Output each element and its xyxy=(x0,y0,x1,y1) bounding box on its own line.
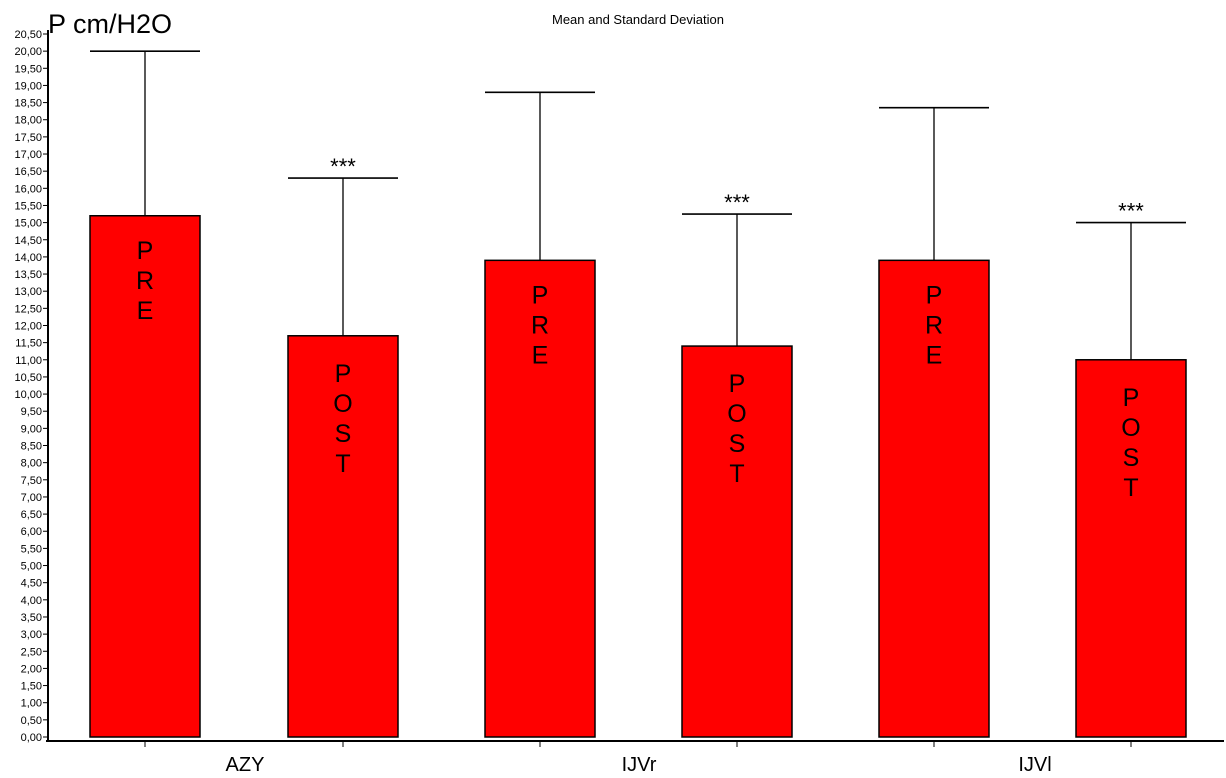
y-tick-label: 10,50 xyxy=(14,372,42,384)
bar-ijvl-post xyxy=(1075,359,1187,738)
bar-ijvr-pre xyxy=(484,259,596,738)
bar-label-letter: P xyxy=(926,281,943,309)
y-tick-label: 4,50 xyxy=(21,578,42,590)
y-tick-label: 19,50 xyxy=(14,63,42,75)
x-category-label: IJVr xyxy=(622,754,657,776)
y-tick-label: 15,00 xyxy=(14,218,42,230)
y-tick-label: 6,50 xyxy=(21,509,42,521)
bar-label-letter: O xyxy=(333,390,352,418)
bar-label-letter: S xyxy=(729,430,746,458)
bar-label-letter: S xyxy=(335,420,352,448)
y-tick-label: 9,50 xyxy=(21,406,42,418)
y-tick-label: 3,00 xyxy=(21,629,42,641)
y-tick-label: 6,00 xyxy=(21,526,42,538)
x-axis-labels: AZY IJVr IJVl xyxy=(144,741,1132,776)
y-tick-label: 17,50 xyxy=(14,132,42,144)
bar-label-letter: R xyxy=(136,267,154,295)
bar-label-letter: P xyxy=(137,237,154,265)
y-tick-label: 2,50 xyxy=(21,646,42,658)
bar-azy-post xyxy=(287,335,399,738)
y-axis-title: P cm/H2O xyxy=(48,9,172,39)
y-tick-label: 7,00 xyxy=(21,492,42,504)
y-tick-label: 11,50 xyxy=(15,338,42,350)
bar-ijvl-pre xyxy=(878,259,990,738)
y-tick-label: 19,00 xyxy=(14,80,42,92)
y-tick-label: 3,50 xyxy=(21,612,42,624)
bar-label-letter: E xyxy=(532,341,549,369)
y-tick-label: 11,00 xyxy=(15,355,42,367)
y-tick-label: 10,00 xyxy=(14,389,42,401)
y-tick-label: 18,50 xyxy=(14,98,42,110)
bar-label-letter: R xyxy=(531,311,549,339)
y-tick-label: 8,50 xyxy=(21,441,42,453)
y-tick-label: 4,00 xyxy=(21,595,42,607)
y-tick-label: 16,50 xyxy=(14,166,42,178)
x-category-label: IJVl xyxy=(1018,754,1051,776)
bar-label-letter: S xyxy=(1123,444,1140,472)
chart-title: Mean and Standard Deviation xyxy=(552,12,724,27)
bar-azy-pre xyxy=(89,215,201,738)
y-tick-label: 17,00 xyxy=(14,149,42,161)
bar-label-letter: P xyxy=(729,370,746,398)
y-tick-label: 14,00 xyxy=(14,252,42,264)
bar-label-letter: T xyxy=(729,460,744,488)
axes xyxy=(46,30,1224,742)
bar-label-letter: T xyxy=(335,450,350,478)
y-tick-label: 0,00 xyxy=(21,732,42,744)
significance-marker: *** xyxy=(1118,199,1144,224)
bar-label-letter: E xyxy=(137,297,154,325)
y-tick-label: 5,50 xyxy=(21,543,42,555)
y-tick-label: 16,00 xyxy=(14,183,42,195)
bar-label-letter: P xyxy=(335,360,352,388)
y-tick-label: 20,50 xyxy=(14,29,42,41)
significance-marker: *** xyxy=(724,190,750,215)
bar-label-letter: O xyxy=(727,400,746,428)
y-tick-label: 1,50 xyxy=(21,681,42,693)
bar-label-letter: P xyxy=(1123,384,1140,412)
bar-label-letter: O xyxy=(1121,414,1140,442)
x-category-label: AZY xyxy=(226,754,265,776)
y-tick-label: 5,00 xyxy=(21,561,42,573)
bar-label-letter: P xyxy=(532,281,549,309)
bar-ijvr-post xyxy=(681,345,793,738)
y-tick-label: 1,00 xyxy=(21,698,42,710)
y-tick-label: 7,50 xyxy=(21,475,42,487)
y-tick-label: 12,00 xyxy=(14,320,42,332)
y-axis-ticks: 0,00 0,50 1,00 1,50 2,00 2,50 3,00 3,50 4,00 4,50… xyxy=(14,29,48,744)
y-tick-label: 9,00 xyxy=(21,423,42,435)
y-tick-label: 20,00 xyxy=(14,46,42,58)
y-tick-label: 15,50 xyxy=(14,200,42,212)
bar-label-letter: R xyxy=(925,311,943,339)
y-tick-label: 8,00 xyxy=(21,458,42,470)
bar-label-letter: E xyxy=(926,341,943,369)
y-tick-label: 0,50 xyxy=(21,715,42,727)
y-tick-label: 13,00 xyxy=(14,286,42,298)
y-tick-label: 12,50 xyxy=(14,303,42,315)
bar-label-letter: T xyxy=(1123,474,1138,502)
significance-marker: *** xyxy=(330,154,356,179)
y-tick-label: 18,00 xyxy=(14,115,42,127)
y-tick-label: 14,50 xyxy=(14,235,42,247)
y-tick-label: 13,50 xyxy=(14,269,42,281)
y-tick-label: 2,00 xyxy=(21,663,42,675)
